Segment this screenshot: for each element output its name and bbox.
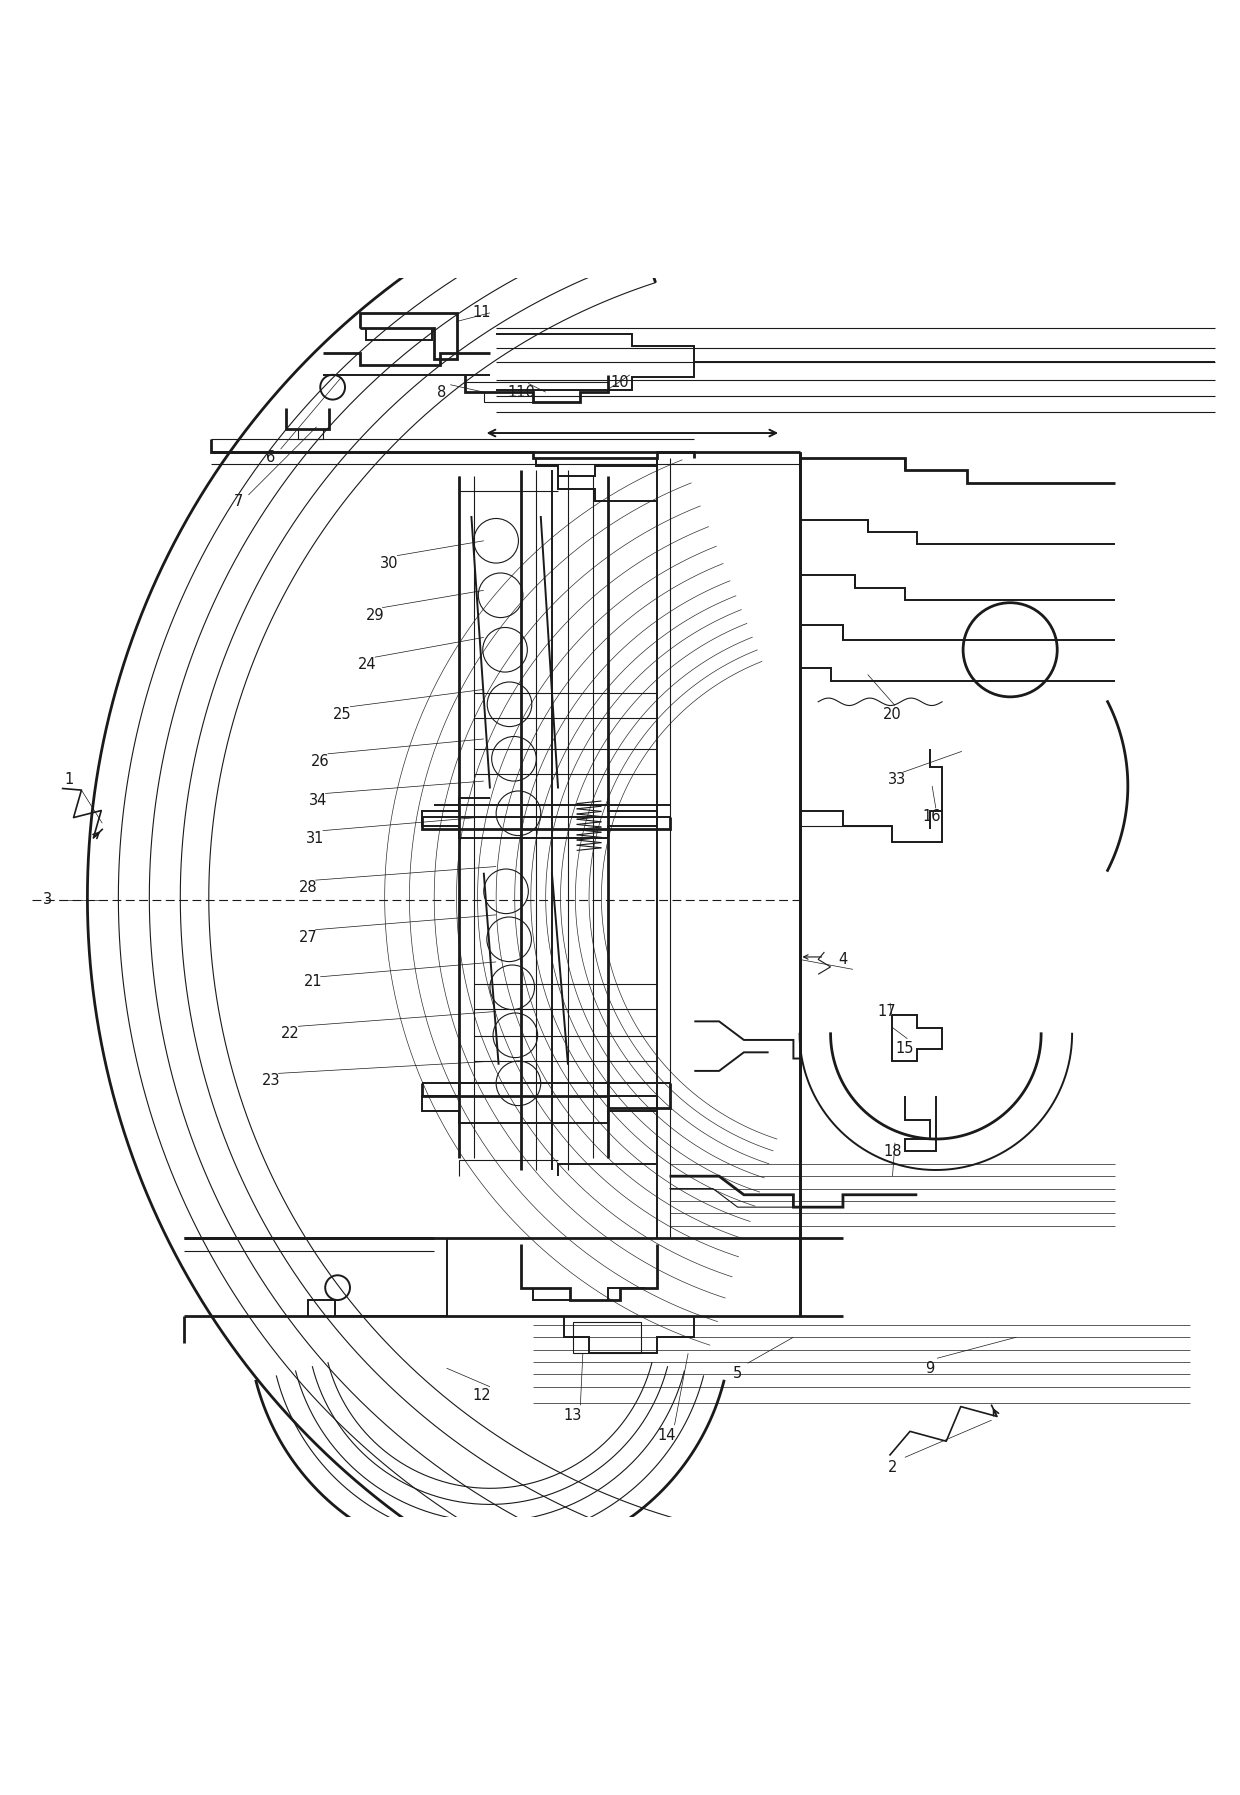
Bar — [573, 1323, 641, 1353]
Text: 4: 4 — [838, 951, 848, 968]
Text: 15: 15 — [895, 1041, 914, 1055]
Text: 110: 110 — [507, 384, 534, 400]
Text: 24: 24 — [358, 657, 377, 671]
Text: 18: 18 — [883, 1143, 901, 1160]
Text: 3: 3 — [43, 892, 52, 908]
Text: 31: 31 — [306, 831, 325, 845]
Text: 25: 25 — [334, 707, 352, 722]
Text: 8: 8 — [436, 384, 446, 400]
Text: 21: 21 — [304, 975, 322, 989]
Text: 2: 2 — [888, 1459, 898, 1475]
Text: 17: 17 — [877, 1003, 895, 1020]
Text: 28: 28 — [299, 880, 317, 896]
Text: 13: 13 — [564, 1407, 582, 1423]
Text: 30: 30 — [381, 556, 399, 571]
Text: 14: 14 — [657, 1427, 676, 1443]
Text: 16: 16 — [923, 810, 941, 824]
Text: 26: 26 — [311, 754, 330, 768]
Text: 6: 6 — [267, 451, 275, 465]
Text: 5: 5 — [733, 1366, 743, 1380]
Text: 27: 27 — [299, 930, 317, 944]
Text: 29: 29 — [366, 607, 384, 623]
Text: 7: 7 — [234, 494, 243, 508]
Text: 33: 33 — [888, 772, 906, 788]
Text: 12: 12 — [472, 1388, 491, 1404]
Text: 9: 9 — [925, 1361, 934, 1375]
Text: 10: 10 — [610, 375, 630, 390]
Text: 22: 22 — [281, 1027, 300, 1041]
Text: 1: 1 — [64, 772, 73, 788]
Text: 23: 23 — [262, 1073, 280, 1088]
Text: 11: 11 — [472, 305, 491, 320]
Text: 20: 20 — [883, 707, 901, 722]
Text: 34: 34 — [309, 793, 327, 808]
